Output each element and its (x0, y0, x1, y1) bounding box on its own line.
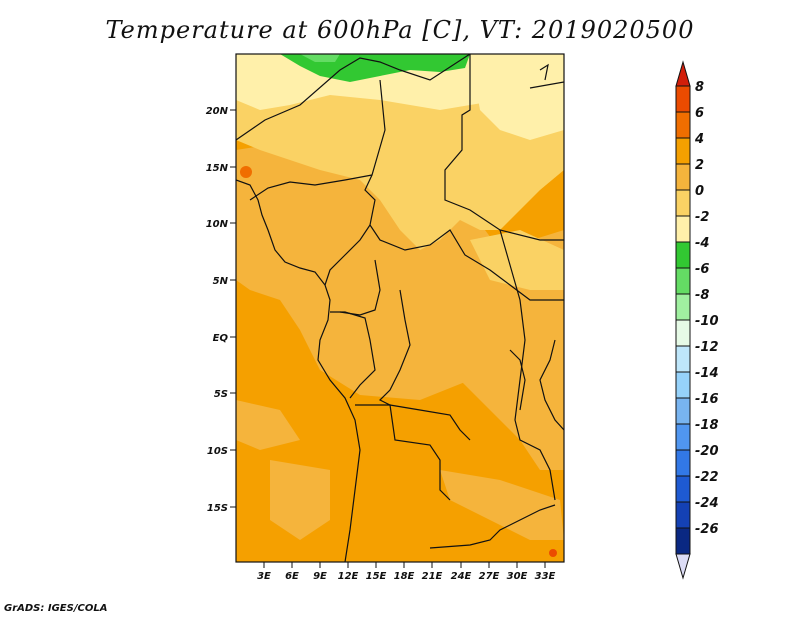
footer-credit: GrADS: IGES/COLA (4, 603, 108, 614)
lat-label-10s: 10S (207, 446, 228, 457)
map-frame (235, 53, 565, 563)
colorbar-segment (675, 293, 691, 321)
lat-label-15n: 15N (206, 163, 229, 174)
colorbar-label: -4 (695, 236, 709, 251)
colorbar-label: 6 (695, 106, 704, 121)
lon-label-3e: 3E (257, 571, 271, 582)
lon-label-9e: 9E (313, 571, 327, 582)
colorbar-label: -26 (695, 522, 719, 537)
colorbar-label: -24 (695, 496, 719, 511)
lon-axis: 3E 6E 9E 12E 15E 18E 21E 24E 27E 30E 33E (257, 562, 556, 582)
colorbar-segment (675, 475, 691, 503)
colorbar-segment (675, 85, 691, 113)
colorbar-top-arrow (675, 60, 691, 87)
colorbar-segment (675, 163, 691, 191)
lon-label-15e: 15E (366, 571, 387, 582)
colorbar-bottom-arrow (675, 553, 691, 580)
colorbar-segment (675, 267, 691, 295)
colorbar-label: -10 (695, 314, 719, 329)
lat-label-eq: EQ (213, 333, 229, 344)
colorbar-segment (675, 319, 691, 347)
colorbar-segment (675, 501, 691, 529)
lon-label-12e: 12E (338, 571, 359, 582)
lat-axis: 20N 15N 10N 5N EQ 5S 10S 15S (206, 106, 236, 514)
colorbar-label: 2 (695, 158, 704, 173)
colorbar-segment (675, 137, 691, 165)
chart-title: Temperature at 600hPa [C], VT: 201902050… (105, 16, 695, 44)
lon-label-33e: 33E (535, 571, 556, 582)
colorbar-label: -22 (695, 470, 719, 485)
lat-label-5s: 5S (214, 389, 228, 400)
lon-label-24e: 24E (451, 571, 472, 582)
colorbar-label: -14 (695, 366, 719, 381)
colorbar-segment (675, 111, 691, 139)
colorbar-segment (675, 241, 691, 269)
lon-label-30e: 30E (507, 571, 528, 582)
colorbar-segment (675, 371, 691, 399)
lat-label-15s: 15S (207, 503, 228, 514)
colorbar-label: -6 (695, 262, 709, 277)
colorbar: 8 6 4 2 0 -2 -4 -6 -8 -10 -12 -14 -16 -18 -20 -22 -24 -26 (675, 60, 719, 580)
lat-label-10n: 10N (206, 219, 229, 230)
colorbar-segment (675, 215, 691, 243)
colorbar-segment (675, 527, 691, 555)
colorbar-label: -12 (695, 340, 719, 355)
colorbar-label: -20 (695, 444, 719, 459)
lon-label-18e: 18E (394, 571, 415, 582)
colorbar-segment (675, 189, 691, 217)
colorbar-segment (675, 345, 691, 373)
lon-label-21e: 21E (422, 571, 443, 582)
temperature-field (236, 54, 564, 562)
colorbar-segment (675, 423, 691, 451)
lon-label-6e: 6E (285, 571, 299, 582)
lon-label-27e: 27E (479, 571, 500, 582)
lat-label-20n: 20N (206, 106, 229, 117)
lat-label-5n: 5N (213, 276, 229, 287)
colorbar-label: -18 (695, 418, 719, 433)
colorbar-segment (675, 397, 691, 425)
country-borders (236, 54, 564, 562)
colorbar-label: -16 (695, 392, 719, 407)
colorbar-label: 0 (695, 184, 704, 199)
colorbar-label: 8 (695, 80, 704, 95)
colorbar-label: 4 (694, 132, 704, 147)
colorbar-label: -8 (695, 288, 709, 303)
colorbar-label: -2 (695, 210, 709, 225)
colorbar-segment (675, 449, 691, 477)
